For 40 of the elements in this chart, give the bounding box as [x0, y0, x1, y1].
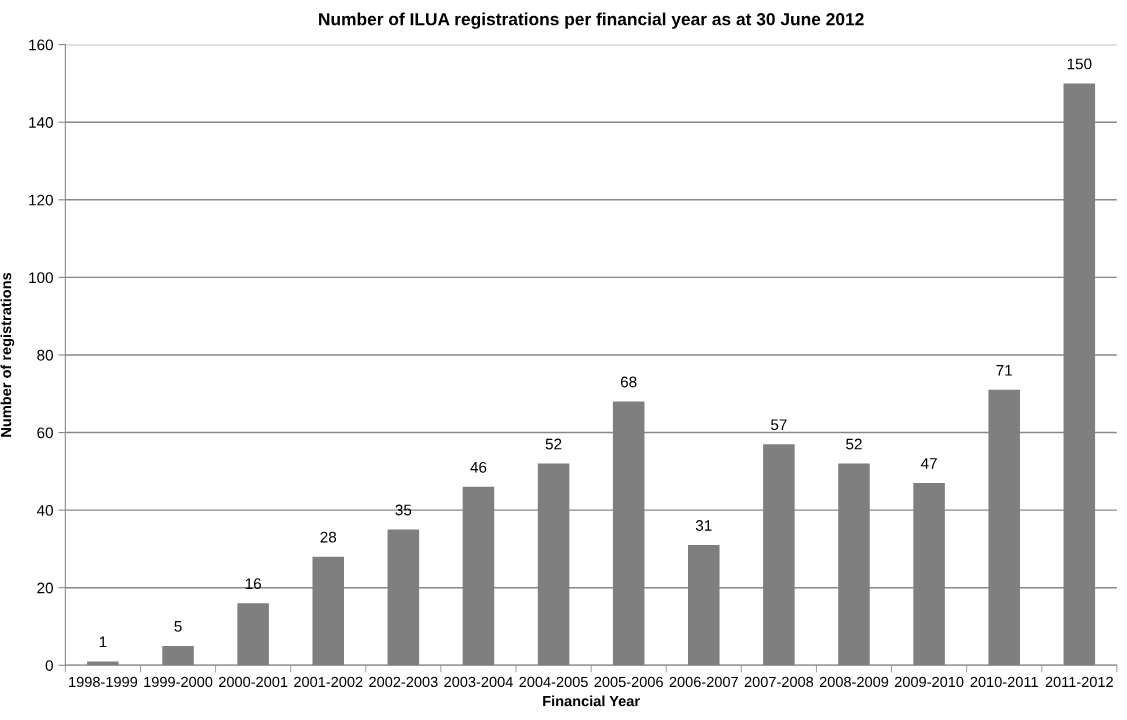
x-tick-label: 2011-2012 — [1045, 676, 1113, 688]
x-tick-label: 2004-2005 — [519, 676, 588, 688]
data-label: 52 — [545, 438, 562, 450]
y-tick-label: 140 — [29, 117, 53, 128]
x-tick-label: 2001-2002 — [294, 676, 363, 688]
data-label: 47 — [920, 458, 937, 469]
x-tick-label: 1999-2000 — [144, 676, 213, 688]
y-tick-label: 120 — [29, 194, 53, 206]
data-label: 16 — [245, 578, 261, 590]
x-tick-label: 2000-2001 — [219, 676, 288, 688]
x-axis-title: Financial Year — [543, 695, 640, 707]
x-tick-label: 1998-1999 — [69, 676, 138, 688]
y-tick-label: 160 — [29, 39, 53, 51]
data-label: 5 — [174, 621, 182, 632]
y-tick-label: 80 — [37, 349, 53, 361]
x-tick-label: 2008-2009 — [819, 676, 889, 688]
y-axis-title: Number of registrations — [0, 272, 15, 437]
data-label: 46 — [470, 461, 487, 473]
data-label: 1 — [99, 636, 107, 648]
x-tick-label: 2006-2007 — [669, 676, 738, 688]
data-label: 57 — [770, 419, 787, 431]
y-tick-label: 20 — [37, 582, 53, 594]
x-tick-label: 2009-2010 — [894, 676, 964, 688]
y-tick-label: 100 — [29, 272, 53, 284]
data-label: 52 — [846, 438, 862, 450]
y-tick-label: 0 — [45, 660, 53, 671]
y-tick-label: 40 — [36, 504, 53, 516]
x-tick-label: 2005-2006 — [594, 676, 663, 688]
data-label: 71 — [996, 365, 1012, 376]
x-tick-label: 2003-2004 — [444, 676, 513, 688]
x-tick-label: 2002-2003 — [369, 676, 438, 688]
y-tick-label: 60 — [37, 427, 53, 439]
data-label: 68 — [620, 376, 637, 388]
data-label: 28 — [320, 531, 337, 543]
data-label: 35 — [395, 504, 412, 516]
data-label: 31 — [695, 520, 712, 531]
x-tick-label: 2007-2008 — [744, 676, 814, 688]
chart-title: Number of ILUA registrations per financial year as at 30 June 2012 — [319, 12, 864, 29]
data-label: 150 — [1067, 58, 1092, 70]
x-tick-label: 2010-2011 — [970, 676, 1038, 688]
